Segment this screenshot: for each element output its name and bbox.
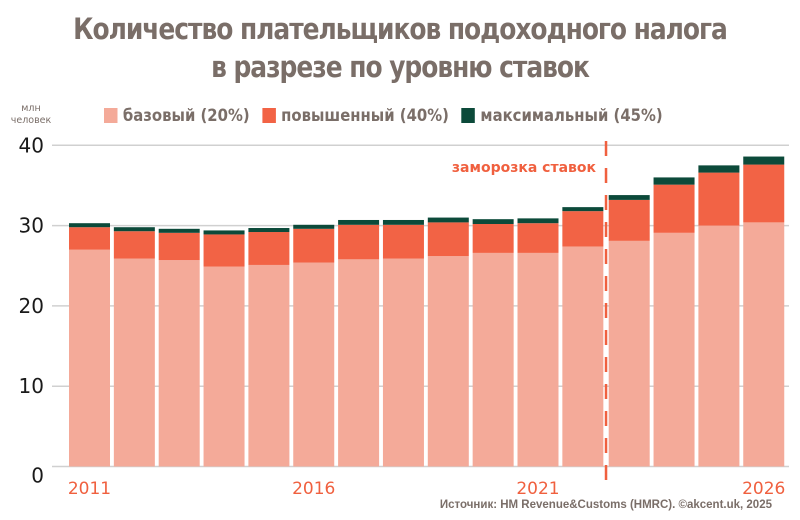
rate-freeze-label: заморозка ставок <box>452 160 597 176</box>
bar-group-2019 <box>427 217 469 467</box>
bar-higher-2017 <box>338 224 380 260</box>
bar-higher-2022 <box>562 211 604 247</box>
y-tick-label-0: 0 <box>31 464 44 488</box>
bar-group-2013 <box>158 228 200 467</box>
legend: базовый (20%) повышенный (40%) максималь… <box>104 103 675 127</box>
bar-group-2022 <box>562 207 604 467</box>
y-axis-unit-line-2: человек <box>10 115 52 126</box>
bar-basic-2020 <box>472 252 514 467</box>
legend-label-higher: повышенный (40%) <box>281 105 449 125</box>
legend-item-additional: максимальный (45%) <box>461 105 663 125</box>
bar-additional-2011 <box>69 223 110 228</box>
bar-additional-2014 <box>203 230 245 235</box>
bar-basic-2021 <box>517 252 559 467</box>
bar-additional-2013 <box>158 228 200 233</box>
bar-basic-2016 <box>293 262 335 467</box>
bar-higher-2020 <box>472 223 514 253</box>
bar-basic-2022 <box>562 246 604 467</box>
legend-item-basic: базовый (20%) <box>104 106 250 125</box>
bar-additional-2012 <box>113 227 155 232</box>
y-tick-label-10: 10 <box>19 374 44 398</box>
y-tick-label-20: 20 <box>19 294 44 318</box>
legend-swatch-additional <box>461 107 476 123</box>
bar-group-2026 <box>743 156 785 467</box>
bar-basic-2024 <box>653 232 695 467</box>
bar-additional-2023 <box>608 195 650 200</box>
bar-additional-2024 <box>653 177 695 185</box>
bar-group-2016 <box>293 224 335 467</box>
x-tick-label-2016: 2016 <box>292 479 335 499</box>
y-axis-unit-label: млн человек <box>6 103 56 127</box>
bar-group-2018 <box>382 219 424 467</box>
chart-title-line-2: в разрезе по уровню ставок <box>211 50 590 84</box>
bar-group-2011 <box>69 223 110 467</box>
x-tick-label-2021: 2021 <box>516 479 559 499</box>
legend-label-basic: базовый (20%) <box>122 105 250 125</box>
bar-basic-2014 <box>203 266 245 467</box>
bar-additional-2015 <box>248 228 290 233</box>
legend-swatch-higher <box>262 107 276 123</box>
bar-basic-2026 <box>743 222 785 467</box>
bar-group-2012 <box>113 227 155 467</box>
bar-additional-2022 <box>562 207 604 212</box>
bar-group-2014 <box>203 230 245 467</box>
bar-group-2021 <box>517 218 559 467</box>
x-tick-label-2011: 2011 <box>68 479 111 499</box>
bar-basic-2011 <box>69 249 110 467</box>
bar-additional-2026 <box>743 156 785 165</box>
bar-additional-2016 <box>293 224 335 229</box>
bar-additional-2019 <box>427 217 469 223</box>
chart-title-line-1: Количество плательщиков подоходного нало… <box>73 12 728 46</box>
bar-higher-2016 <box>293 228 335 263</box>
bar-basic-2015 <box>248 264 290 467</box>
legend-item-higher: повышенный (40%) <box>262 106 449 125</box>
bar-group-2025 <box>698 165 740 467</box>
bar-higher-2012 <box>113 231 155 259</box>
bar-higher-2024 <box>653 184 695 233</box>
bar-higher-2013 <box>158 232 200 261</box>
bar-higher-2018 <box>382 224 424 259</box>
bar-higher-2011 <box>69 227 110 250</box>
bar-basic-2017 <box>338 259 380 467</box>
legend-swatch-basic <box>104 107 118 123</box>
y-tick-label-30: 30 <box>19 214 44 238</box>
bar-basic-2019 <box>427 256 469 467</box>
bar-higher-2021 <box>517 223 559 253</box>
bar-basic-2025 <box>698 225 740 467</box>
bar-basic-2013 <box>158 260 200 467</box>
chart-title: Количество плательщиков подоходного нало… <box>56 10 744 86</box>
bar-additional-2018 <box>382 219 424 225</box>
bar-additional-2017 <box>338 219 380 225</box>
x-tick-label-2026: 2026 <box>742 479 785 499</box>
bar-basic-2023 <box>608 240 650 467</box>
bars <box>69 156 785 467</box>
bar-group-2020 <box>472 219 514 467</box>
bar-basic-2018 <box>382 258 424 467</box>
legend-label-additional: максимальный (45%) <box>480 105 663 125</box>
bar-group-2015 <box>248 228 290 467</box>
y-axis-unit-line-1: млн <box>21 103 41 114</box>
bar-higher-2015 <box>248 232 290 265</box>
bar-higher-2019 <box>427 222 469 257</box>
bar-higher-2014 <box>203 234 245 267</box>
bar-higher-2025 <box>698 172 740 226</box>
bar-group-2017 <box>338 219 380 467</box>
annotations: заморозка ставок <box>452 141 608 480</box>
bar-additional-2021 <box>517 218 559 224</box>
bar-higher-2026 <box>743 164 785 223</box>
bar-basic-2012 <box>113 258 155 467</box>
x-axis-ticks: 2011 2016 2021 2026 <box>68 479 786 499</box>
y-tick-label-40: 40 <box>19 133 44 157</box>
bar-higher-2023 <box>608 199 650 241</box>
bar-additional-2020 <box>472 219 514 224</box>
bar-additional-2025 <box>698 165 740 173</box>
bar-group-2023 <box>608 195 650 467</box>
y-axis-ticks: 0 10 20 30 40 <box>19 133 44 487</box>
source-note: Источник: HM Revenue&Customs (HMRC). ©ak… <box>439 499 772 511</box>
bar-group-2024 <box>653 177 695 467</box>
